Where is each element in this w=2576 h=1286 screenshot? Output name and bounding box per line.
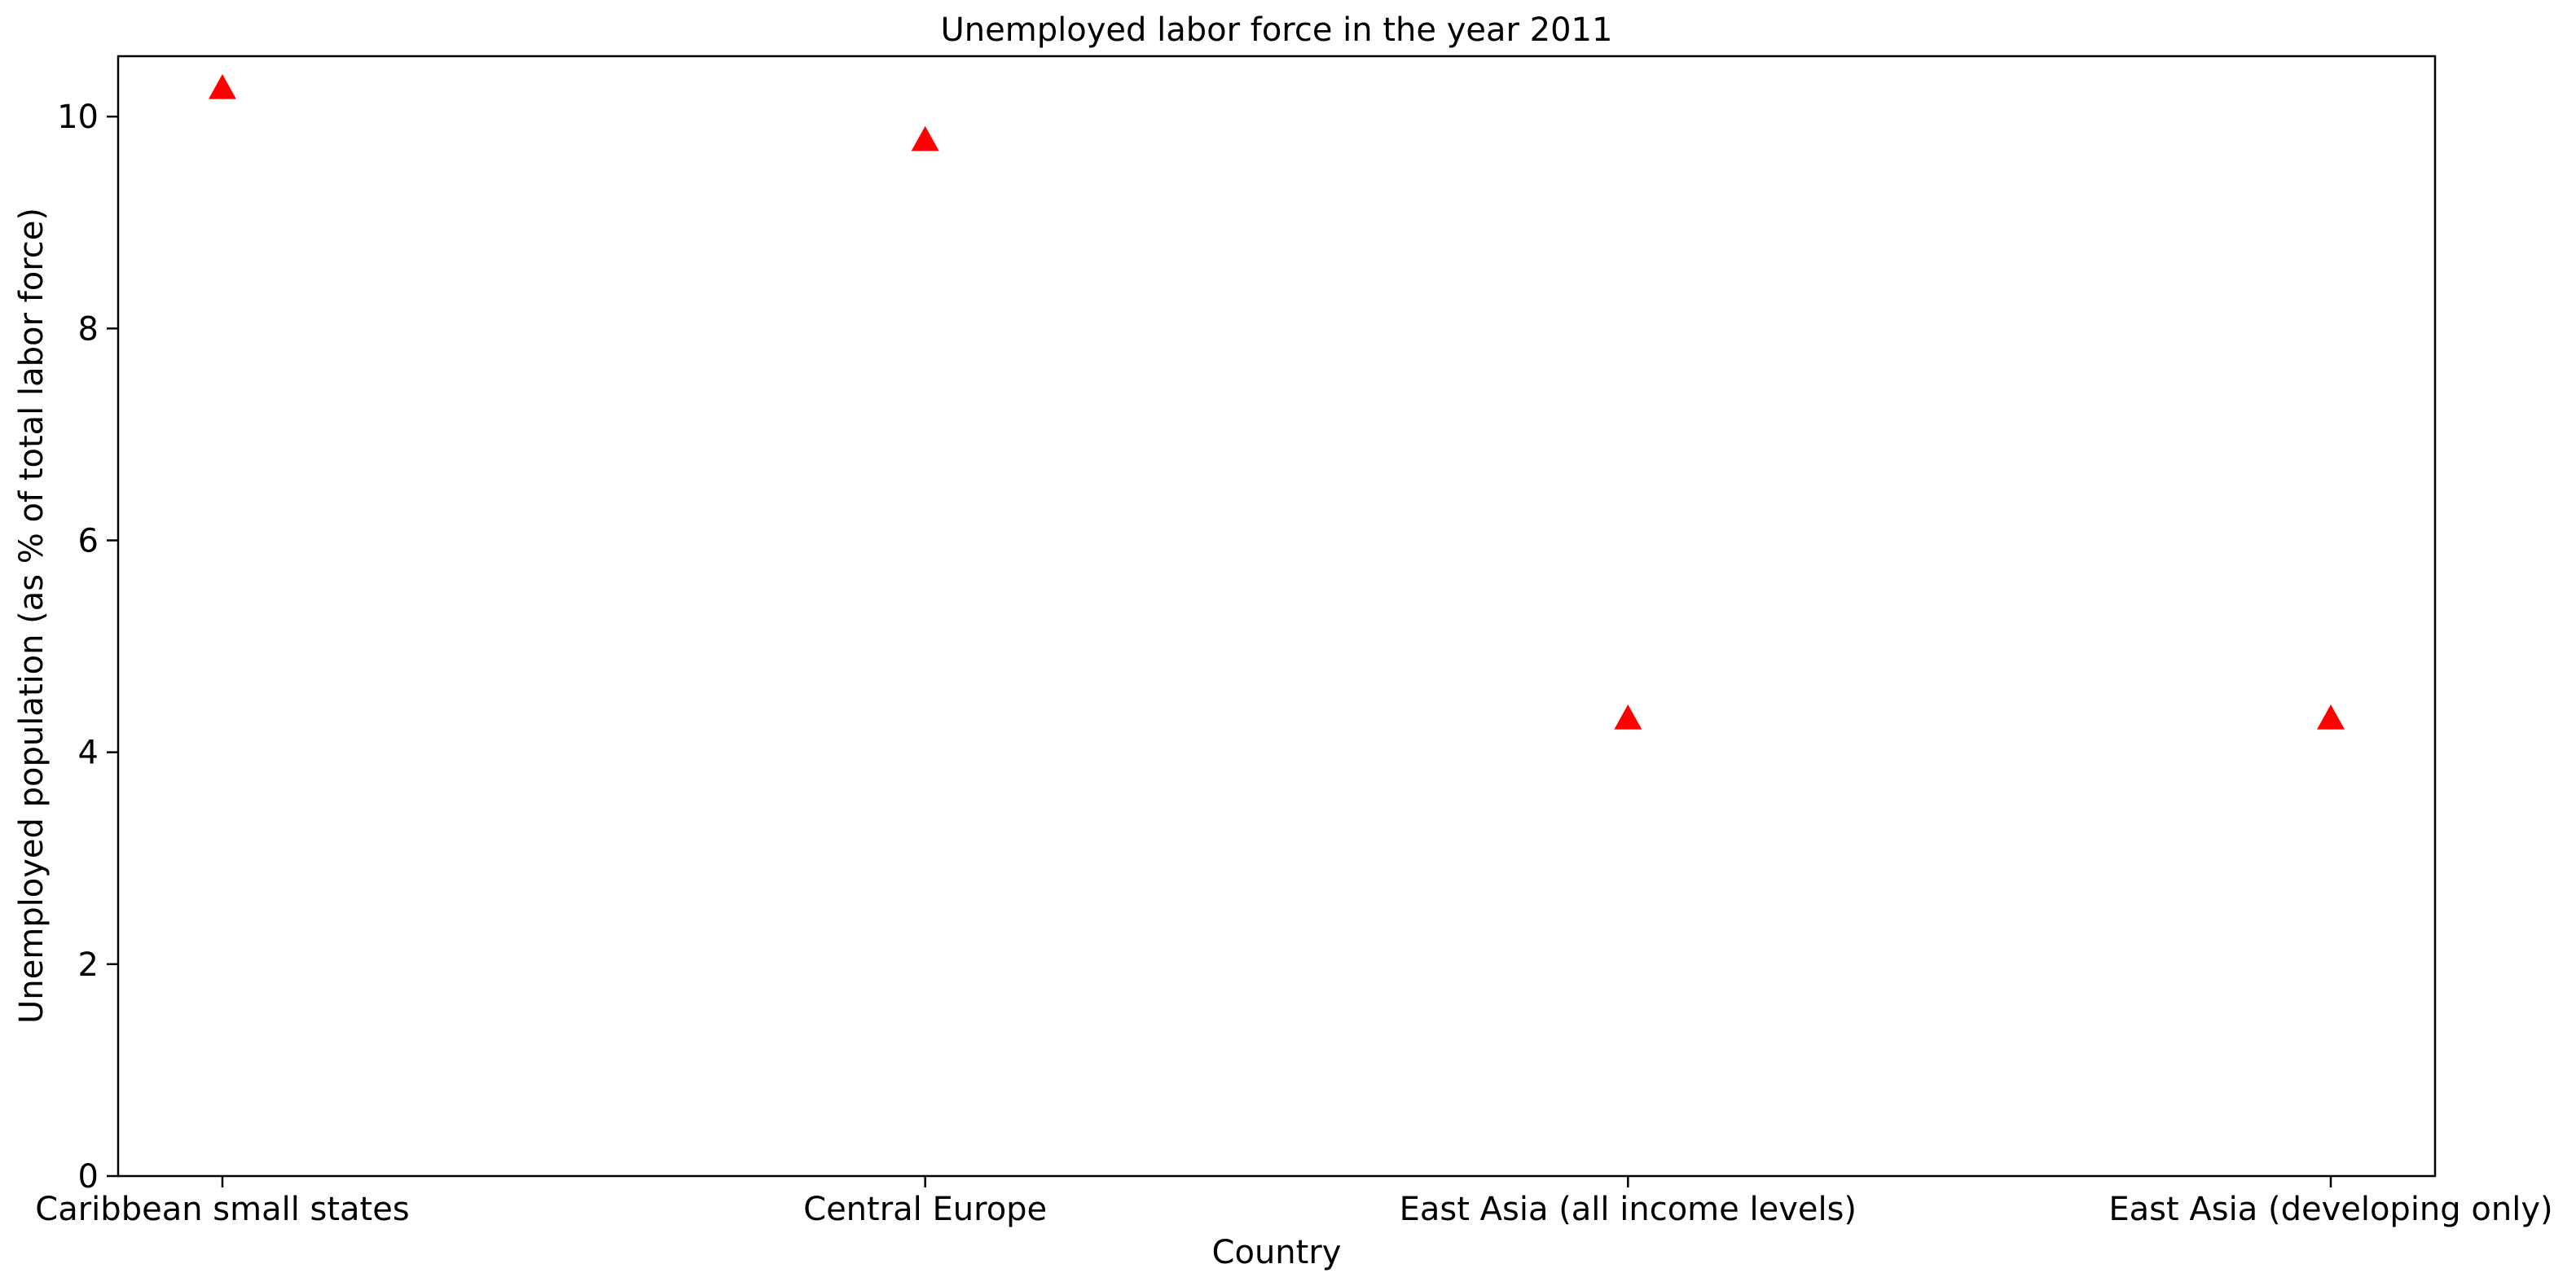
chart-title: Unemployed labor force in the year 2011 [941,11,1613,49]
y-tick-label: 10 [57,99,99,136]
data-point [209,74,236,99]
y-tick-label: 0 [78,1158,99,1196]
points-layer [209,74,2345,730]
x-tick-label: East Asia (all income levels) [1400,1191,1857,1228]
plot-area-frame [116,55,2437,1178]
y-axis-label: Unemployed population (as % of total lab… [13,208,51,1024]
y-tick-label: 8 [78,310,99,348]
data-point [2317,704,2345,730]
y-tick-label: 6 [78,522,99,560]
x-axis-label: Country [1212,1234,1342,1271]
y-tick-label: 2 [78,946,99,984]
ticks-layer: 0 2 4 6 8 10 Caribbean small states Central Eur… [35,99,2552,1228]
x-tick-label: Caribbean small states [35,1191,409,1228]
x-tick-label: East Asia (developing only) [2108,1191,2552,1228]
y-tick-label: 4 [78,735,99,772]
data-point [1614,704,1642,730]
x-tick-label: Central Europe [803,1191,1047,1228]
data-point [911,125,939,151]
